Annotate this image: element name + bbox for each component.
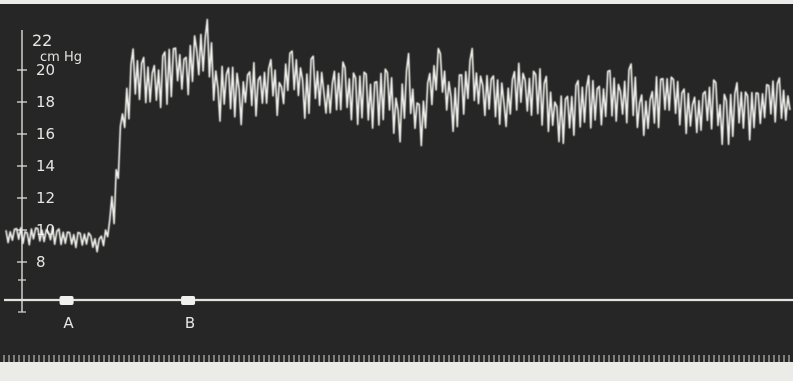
- y-tick-label: 14: [36, 157, 55, 175]
- y-tick-label: 20: [36, 61, 55, 79]
- pressure-trace: [5, 18, 791, 253]
- y-axis-unit-label: cm Hg: [40, 50, 82, 65]
- marker-b-block: [181, 296, 196, 305]
- y-tick-label: 8: [36, 253, 46, 271]
- marker-a-label: A: [63, 314, 74, 332]
- y-tick-label: 16: [36, 125, 55, 143]
- bottom-strip: [0, 362, 793, 381]
- marker-a-block: [59, 296, 74, 305]
- y-tick-label: 18: [36, 93, 55, 111]
- marker-b-label: B: [185, 314, 195, 332]
- y-tick-label: 12: [36, 189, 55, 207]
- y-axis-top-label: 22: [32, 31, 52, 50]
- top-border: [0, 0, 793, 4]
